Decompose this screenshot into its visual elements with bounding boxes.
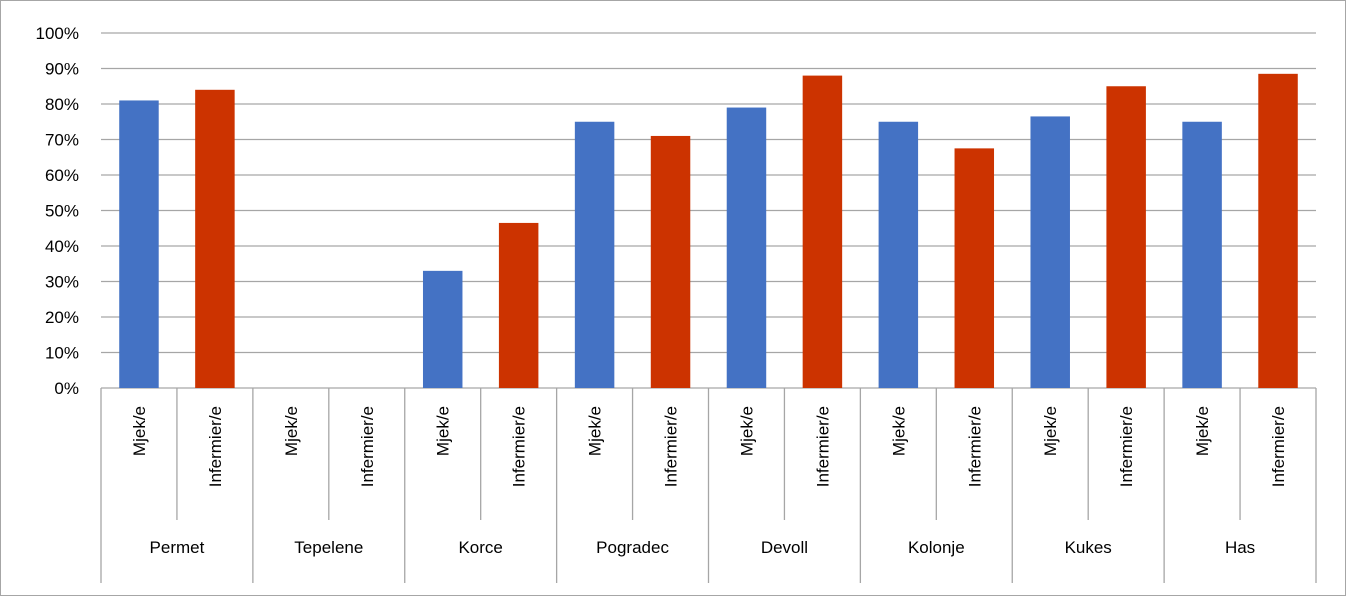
x-tick-label: Infermier/e xyxy=(1269,406,1288,487)
bar-pogradec-1 xyxy=(650,135,691,388)
x-tick-label: Mjek/e xyxy=(282,406,301,456)
x-tick-label: Infermier/e xyxy=(813,406,832,487)
y-tick-label: 10% xyxy=(45,344,79,363)
group-label: Korce xyxy=(458,538,502,557)
group-label: Devoll xyxy=(761,538,808,557)
bar-has-0 xyxy=(1182,121,1222,388)
bar-devoll-1 xyxy=(802,75,843,388)
bars xyxy=(119,73,1298,389)
bar-kukes-1 xyxy=(1106,86,1146,388)
y-tick-label: 0% xyxy=(54,379,79,398)
bar-has-1 xyxy=(1258,73,1298,388)
bar-korce-0 xyxy=(422,270,463,388)
bar-devoll-0 xyxy=(726,107,767,389)
x-tick-label: Infermier/e xyxy=(965,406,984,487)
bar-kukes-0 xyxy=(1030,116,1070,389)
x-tick-label: Mjek/e xyxy=(889,406,908,456)
x-tick-label: Infermier/e xyxy=(662,406,681,487)
group-label: Kukes xyxy=(1065,538,1112,557)
x-axis: Mjek/e Infermier/e Permet Mjek/e Infermier/e… xyxy=(100,388,1317,583)
y-tick-label: 70% xyxy=(45,131,79,150)
x-tick-label: Infermier/e xyxy=(206,406,225,487)
x-tick-label: Mjek/e xyxy=(1193,406,1212,456)
x-tick-label: Mjek/e xyxy=(1041,406,1060,456)
x-tick-label: Infermier/e xyxy=(510,406,529,487)
y-tick-label: 100% xyxy=(36,24,79,43)
x-tick-label: Mjek/e xyxy=(130,406,149,456)
x-tick-label: Infermier/e xyxy=(358,406,377,487)
bar-permet-1 xyxy=(195,89,235,389)
x-tick-label: Infermier/e xyxy=(1117,406,1136,487)
x-tick-label: Mjek/e xyxy=(434,406,453,456)
bar-kolonje-1 xyxy=(954,148,995,388)
y-tick-label: 30% xyxy=(45,273,79,292)
y-axis-ticks: 0% 10% 20% 30% 40% 50% 60% 70% 80% 90% 100% xyxy=(36,24,79,398)
group-label: Has xyxy=(1225,538,1255,557)
y-tick-label: 60% xyxy=(45,166,79,185)
group-label: Permet xyxy=(150,538,205,557)
y-tick-label: 90% xyxy=(45,60,79,79)
bar-kolonje-0 xyxy=(878,121,919,388)
x-tick-label: Mjek/e xyxy=(737,406,756,456)
group-label: Pogradec xyxy=(596,538,669,557)
group-label: Kolonje xyxy=(908,538,965,557)
y-tick-label: 20% xyxy=(45,308,79,327)
bar-permet-0 xyxy=(119,100,159,388)
bar-pogradec-0 xyxy=(574,121,615,388)
y-tick-label: 40% xyxy=(45,237,79,256)
group-label: Tepelene xyxy=(294,538,363,557)
y-tick-label: 80% xyxy=(45,95,79,114)
bar-korce-1 xyxy=(498,222,539,388)
x-tick-label: Mjek/e xyxy=(586,406,605,456)
y-tick-label: 50% xyxy=(45,202,79,221)
